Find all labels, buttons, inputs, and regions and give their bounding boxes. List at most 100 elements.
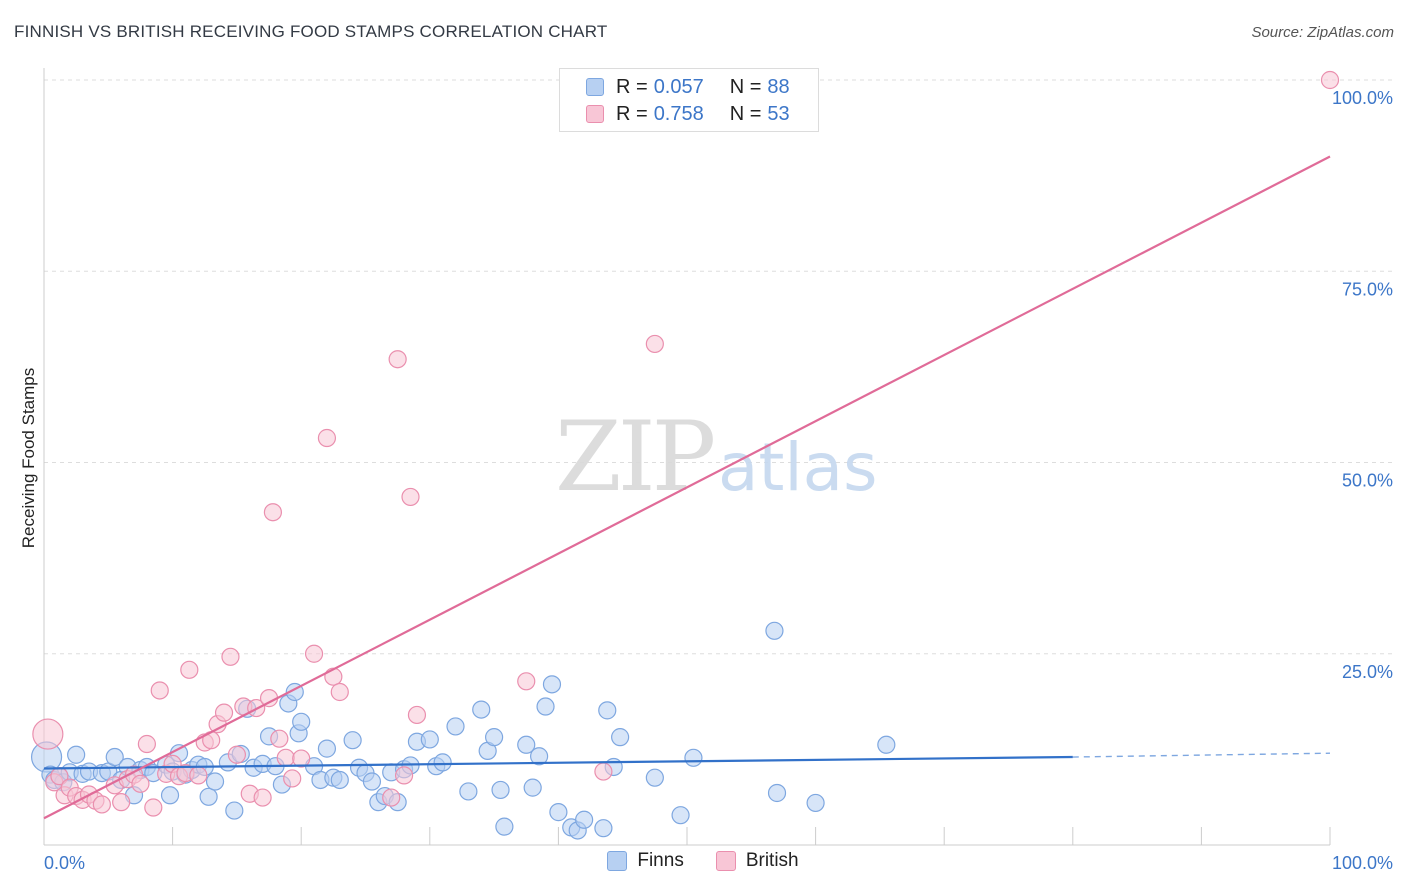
finns-point: [420, 730, 439, 749]
british-point: [253, 788, 272, 807]
finns-point: [225, 801, 244, 820]
n-value: 53: [767, 102, 790, 125]
finns-trend-line: [43, 755, 1073, 770]
watermark-zip: ZIP: [555, 401, 714, 513]
y-tick-label: 75.0%: [1342, 279, 1393, 299]
british-point: [594, 762, 613, 781]
correlation-legend: R = 0.057 N = 88 R = 0.758 N = 53: [559, 68, 819, 132]
british-point: [131, 774, 150, 793]
british-point: [32, 718, 64, 750]
finns-point: [343, 731, 362, 750]
finns-point: [485, 728, 504, 747]
finns-swatch: [586, 78, 604, 96]
british-point: [270, 729, 289, 748]
x-tick-label: 0.0%: [44, 853, 85, 873]
british-point: [180, 660, 199, 679]
y-tick-label: 25.0%: [1342, 662, 1393, 682]
british-point: [92, 795, 111, 814]
legend-row-finns: R = 0.057 N = 88: [586, 74, 790, 100]
n-value: 88: [767, 75, 790, 98]
finns-point: [459, 782, 478, 801]
legend-item-british[interactable]: British: [715, 850, 799, 872]
british-point: [304, 644, 324, 663]
finns-point: [575, 810, 594, 829]
british-point: [407, 705, 427, 725]
british-point: [317, 428, 337, 448]
finns-point: [523, 778, 542, 797]
finns-point: [594, 819, 613, 838]
r-value: 0.758: [653, 102, 704, 125]
british-point: [330, 682, 349, 702]
british-swatch: [586, 105, 604, 123]
legend-item-finns[interactable]: Finns: [607, 850, 684, 872]
finns-point: [67, 745, 86, 764]
british-point: [144, 798, 163, 817]
british-point: [189, 766, 208, 785]
british-point: [401, 487, 420, 507]
british-point: [227, 745, 246, 764]
source-label: Source: ZipAtlas.com: [1251, 24, 1394, 41]
legend-label-finns: Finns: [637, 850, 684, 871]
finns-point: [199, 787, 218, 806]
r-label: R =: [616, 102, 648, 125]
british-swatch: [715, 851, 736, 871]
british-point: [394, 766, 414, 785]
r-value: 0.057: [653, 75, 704, 98]
british-point: [1320, 70, 1340, 90]
finns-point: [765, 621, 784, 640]
finns-point: [472, 700, 491, 719]
british-point: [276, 748, 295, 767]
british-point: [214, 703, 234, 722]
finns-point: [684, 748, 703, 767]
british-point: [112, 793, 131, 812]
british-point: [259, 689, 279, 708]
finns-point: [292, 712, 311, 731]
y-tick-label: 50.0%: [1342, 471, 1393, 491]
finns-point: [542, 675, 562, 694]
n-label: N =: [729, 75, 762, 98]
watermark-atlas: atlas: [718, 429, 878, 506]
finns-point: [446, 717, 465, 736]
finns-point: [767, 783, 787, 803]
finns-point: [530, 747, 549, 766]
british-point: [382, 788, 401, 807]
british-trend-line: [43, 155, 1331, 820]
x-tick-label: 100.0%: [1332, 853, 1393, 873]
finns-point: [330, 770, 349, 790]
finns-point: [160, 786, 180, 805]
trend-lines: [43, 155, 1331, 820]
british-point: [283, 769, 302, 788]
legend-row-british: R = 0.758 N = 53: [586, 101, 790, 127]
british-point: [150, 681, 169, 700]
finns-point: [598, 701, 617, 720]
r-label: R =: [616, 75, 648, 98]
finns-point: [877, 735, 896, 754]
finns-point: [105, 747, 124, 767]
finns-point: [495, 817, 514, 836]
finns-point: [491, 780, 510, 800]
finns-point: [433, 753, 452, 772]
british-point: [324, 667, 343, 686]
watermark: ZIP atlas: [555, 401, 878, 513]
grid-lines: [44, 79, 1392, 655]
chart-title: FINNISH VS BRITISH RECEIVING FOOD STAMPS…: [14, 22, 608, 41]
finns-point: [517, 735, 536, 754]
finns-point: [205, 772, 225, 791]
finns-point: [536, 697, 555, 716]
finns-point: [671, 806, 690, 825]
finns-point: [806, 793, 825, 813]
finns-swatch: [607, 851, 628, 871]
finns-point: [549, 803, 568, 822]
british-point: [517, 672, 536, 691]
series-legend: Finns British: [0, 850, 1406, 872]
british-point: [137, 734, 156, 754]
tick-labels: 25.0% 50.0% 75.0% 100.0% 0.0% 100.0%: [44, 88, 1393, 873]
y-axis-label: Receiving Food Stamps: [19, 368, 38, 548]
british-point: [645, 334, 664, 354]
finns-point: [362, 772, 382, 791]
n-label: N =: [729, 102, 762, 125]
y-tick-label: 100.0%: [1332, 88, 1393, 108]
legend-label-british: British: [745, 850, 799, 871]
finns-point: [611, 728, 630, 747]
